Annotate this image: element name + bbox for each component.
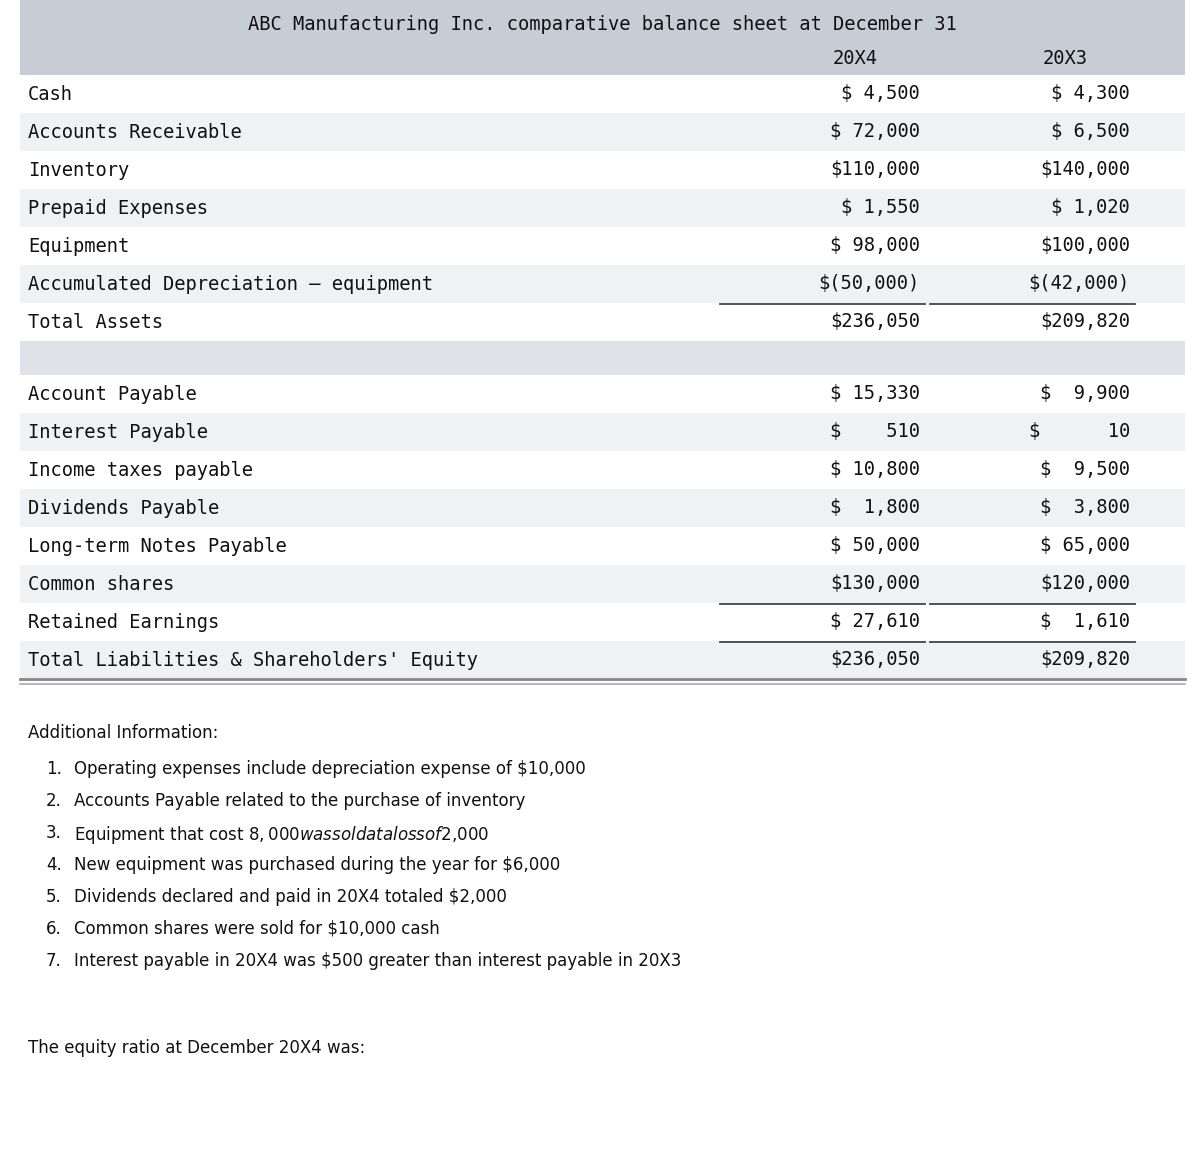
FancyBboxPatch shape [20,565,1186,603]
Text: Prepaid Expenses: Prepaid Expenses [28,199,208,217]
Text: Interest payable in 20X4 was $500 greater than interest payable in 20X3: Interest payable in 20X4 was $500 greate… [74,952,682,970]
Text: Common shares were sold for $10,000 cash: Common shares were sold for $10,000 cash [74,920,439,938]
FancyBboxPatch shape [20,189,1186,227]
FancyBboxPatch shape [20,413,1186,451]
FancyBboxPatch shape [20,76,1186,113]
FancyBboxPatch shape [20,641,1186,679]
Text: $(42,000): $(42,000) [1028,274,1130,294]
Text: $  1,610: $ 1,610 [1040,612,1130,631]
Text: Common shares: Common shares [28,574,174,594]
Text: $ 10,800: $ 10,800 [830,460,920,480]
Text: $110,000: $110,000 [830,160,920,179]
Text: $ 6,500: $ 6,500 [1051,122,1130,142]
Text: 5.: 5. [46,888,61,906]
Text: $ 65,000: $ 65,000 [1040,537,1130,555]
Text: $ 4,300: $ 4,300 [1051,85,1130,103]
Text: Dividends Payable: Dividends Payable [28,498,220,517]
Text: $ 50,000: $ 50,000 [830,537,920,555]
Text: Equipment: Equipment [28,237,130,256]
Text: $120,000: $120,000 [1040,574,1130,594]
Text: Long-term Notes Payable: Long-term Notes Payable [28,537,287,555]
Text: 3.: 3. [46,824,62,842]
FancyBboxPatch shape [20,0,1186,76]
Text: Total Liabilities & Shareholders' Equity: Total Liabilities & Shareholders' Equity [28,651,478,669]
Text: 20X4: 20X4 [833,49,877,69]
Text: 1.: 1. [46,760,62,779]
Text: $236,050: $236,050 [830,313,920,331]
Text: Cash: Cash [28,85,73,103]
Text: 20X3: 20X3 [1043,49,1087,69]
Text: $  3,800: $ 3,800 [1040,498,1130,517]
FancyBboxPatch shape [20,340,1186,375]
Text: Accumulated Depreciation – equipment: Accumulated Depreciation – equipment [28,274,433,294]
Text: Inventory: Inventory [28,160,130,179]
Text: ABC Manufacturing Inc. comparative balance sheet at December 31: ABC Manufacturing Inc. comparative balan… [248,14,956,34]
Text: Dividends declared and paid in 20X4 totaled $2,000: Dividends declared and paid in 20X4 tota… [74,888,506,906]
FancyBboxPatch shape [20,303,1186,340]
FancyBboxPatch shape [20,227,1186,265]
Text: $236,050: $236,050 [830,651,920,669]
Text: $100,000: $100,000 [1040,237,1130,256]
FancyBboxPatch shape [20,528,1186,565]
Text: $ 15,330: $ 15,330 [830,385,920,403]
Text: $140,000: $140,000 [1040,160,1130,179]
Text: Operating expenses include depreciation expense of $10,000: Operating expenses include depreciation … [74,760,586,779]
Text: $ 1,550: $ 1,550 [841,199,920,217]
Text: $209,820: $209,820 [1040,651,1130,669]
Text: $ 4,500: $ 4,500 [841,85,920,103]
Text: Accounts Receivable: Accounts Receivable [28,122,241,142]
FancyBboxPatch shape [20,113,1186,151]
Text: Account Payable: Account Payable [28,385,197,403]
Text: $130,000: $130,000 [830,574,920,594]
Text: $  9,500: $ 9,500 [1040,460,1130,480]
Text: $ 1,020: $ 1,020 [1051,199,1130,217]
Text: $      10: $ 10 [1028,423,1130,442]
Text: New equipment was purchased during the year for $6,000: New equipment was purchased during the y… [74,856,560,874]
Text: 6.: 6. [46,920,61,938]
Text: Retained Earnings: Retained Earnings [28,612,220,631]
FancyBboxPatch shape [20,375,1186,413]
Text: 4.: 4. [46,856,61,874]
Text: $ 98,000: $ 98,000 [830,237,920,256]
Text: Total Assets: Total Assets [28,313,163,331]
Text: Additional Information:: Additional Information: [28,724,218,743]
Text: Accounts Payable related to the purchase of inventory: Accounts Payable related to the purchase… [74,792,526,810]
Text: The equity ratio at December 20X4 was:: The equity ratio at December 20X4 was: [28,1039,365,1057]
Text: 2.: 2. [46,792,62,810]
Text: 7.: 7. [46,952,61,970]
FancyBboxPatch shape [20,603,1186,641]
Text: $209,820: $209,820 [1040,313,1130,331]
Text: Interest Payable: Interest Payable [28,423,208,442]
FancyBboxPatch shape [20,265,1186,303]
Text: Equipment that cost $8,000 was sold at a loss of $2,000: Equipment that cost $8,000 was sold at a… [74,824,490,846]
Text: $(50,000): $(50,000) [818,274,920,294]
Text: Income taxes payable: Income taxes payable [28,460,253,480]
Text: $    510: $ 510 [830,423,920,442]
FancyBboxPatch shape [20,151,1186,189]
Text: $  9,900: $ 9,900 [1040,385,1130,403]
FancyBboxPatch shape [20,451,1186,489]
Text: $ 27,610: $ 27,610 [830,612,920,631]
Text: $  1,800: $ 1,800 [830,498,920,517]
FancyBboxPatch shape [20,489,1186,528]
Text: $ 72,000: $ 72,000 [830,122,920,142]
